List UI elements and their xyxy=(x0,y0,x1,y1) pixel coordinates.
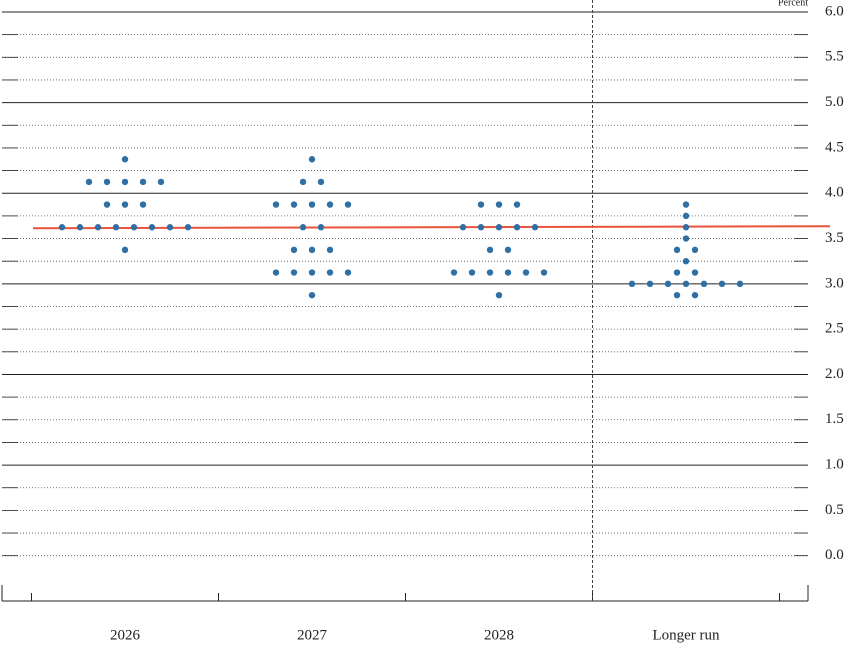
dot xyxy=(344,269,352,276)
dot xyxy=(459,224,467,231)
y-tick-label: 0.0 xyxy=(825,547,844,563)
y-tick-label: 3.0 xyxy=(825,275,844,291)
unit-label: Percent xyxy=(778,0,808,8)
reference-line xyxy=(32,225,831,230)
dot xyxy=(736,280,744,288)
dot xyxy=(148,224,156,231)
dot xyxy=(272,269,280,276)
dot xyxy=(317,178,325,186)
dot xyxy=(272,201,280,208)
dot xyxy=(682,257,690,265)
dot xyxy=(308,269,316,276)
dot xyxy=(308,246,316,254)
dot xyxy=(130,224,138,231)
dot xyxy=(495,201,503,208)
dot xyxy=(308,156,316,163)
dot xyxy=(103,178,111,186)
dot xyxy=(673,269,681,276)
dot xyxy=(468,269,476,276)
dot xyxy=(664,280,672,288)
dot xyxy=(58,224,66,231)
dot xyxy=(682,201,690,208)
dot xyxy=(290,201,298,208)
dot xyxy=(682,280,690,288)
dot xyxy=(139,178,147,186)
dot xyxy=(682,235,690,242)
dot xyxy=(166,224,174,231)
dot xyxy=(326,246,334,254)
dot xyxy=(76,224,84,231)
y-tick-label: 4.5 xyxy=(825,139,844,155)
dot xyxy=(103,201,111,208)
dot xyxy=(112,224,120,231)
y-tick-label: 2.0 xyxy=(825,366,844,382)
y-tick-label: 1.0 xyxy=(825,457,844,473)
dot xyxy=(308,201,316,208)
dot xyxy=(299,224,307,231)
dot xyxy=(157,178,165,186)
dot xyxy=(94,224,102,231)
dot xyxy=(495,224,503,231)
dot xyxy=(450,269,458,276)
dot xyxy=(121,246,129,254)
dot xyxy=(628,280,636,288)
y-tick-label: 3.5 xyxy=(825,230,844,246)
dot xyxy=(646,280,654,288)
dot xyxy=(682,224,690,231)
dot xyxy=(691,246,699,254)
dot xyxy=(121,156,129,163)
dot xyxy=(540,269,548,276)
y-tick-label: 5.0 xyxy=(825,94,844,110)
y-tick-label: 1.5 xyxy=(825,411,844,427)
dot xyxy=(673,291,681,299)
y-tick-label: 5.5 xyxy=(825,49,844,65)
y-tick-label: 0.5 xyxy=(825,502,844,518)
dot xyxy=(317,224,325,231)
dot xyxy=(308,291,316,299)
dot xyxy=(504,269,512,276)
x-tick-label: 2027 xyxy=(297,627,328,643)
dot xyxy=(718,280,726,288)
dot xyxy=(504,246,512,254)
dot xyxy=(513,224,521,231)
dot xyxy=(691,291,699,299)
x-tick-label: 2026 xyxy=(110,627,141,643)
dot xyxy=(682,212,690,220)
dot xyxy=(290,246,298,254)
dot xyxy=(85,178,93,186)
dot xyxy=(477,224,485,231)
dot xyxy=(673,246,681,254)
dot xyxy=(121,178,129,186)
dot xyxy=(326,201,334,208)
dot xyxy=(522,269,530,276)
dot xyxy=(513,201,521,208)
dot xyxy=(290,269,298,276)
y-tick-label: 4.0 xyxy=(825,185,844,201)
dot xyxy=(531,224,539,231)
dot xyxy=(344,201,352,208)
dot xyxy=(477,201,485,208)
dot xyxy=(486,269,494,276)
dot xyxy=(184,224,192,231)
dot xyxy=(700,280,708,288)
dot xyxy=(691,269,699,276)
x-tick-label: Longer run xyxy=(652,627,720,643)
dot xyxy=(121,201,129,208)
dot xyxy=(139,201,147,208)
dot xyxy=(486,246,494,254)
y-tick-label: 6.0 xyxy=(825,3,844,19)
y-tick-label: 2.5 xyxy=(825,321,844,337)
dot xyxy=(299,178,307,186)
x-tick-label: 2028 xyxy=(484,627,514,643)
dot xyxy=(326,269,334,276)
dot xyxy=(495,291,503,299)
